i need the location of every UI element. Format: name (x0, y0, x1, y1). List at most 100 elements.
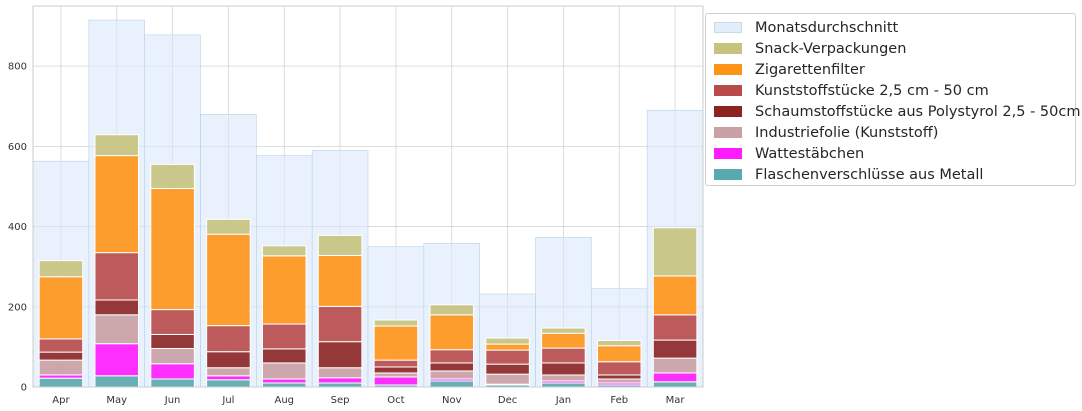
bar-segment-4-sep (317, 305, 363, 343)
bar-segment-5-oct (373, 325, 419, 361)
legend-swatch (714, 148, 742, 159)
bar-segment-3-aug (261, 348, 307, 364)
bar-segment-4-mar (652, 314, 698, 341)
bar-segment-3-jan (541, 362, 586, 376)
bar-segment-6-jul (206, 218, 251, 235)
bar-segment-2-oct (373, 372, 419, 378)
x-tick-label: May (106, 395, 127, 406)
legend: Monatsdurchschnitt Snack-Verpackungen Ziga… (705, 13, 1080, 186)
bar-segment-3-oct (373, 366, 419, 374)
bar-segment-3-apr (38, 351, 84, 361)
legend-label: Kunststoffstücke 2,5 cm - 50 cm (755, 82, 989, 99)
axes: 0 200 400 600 800 Apr May Jun Jul Aug Sep Oct Nov Dec… (8, 5, 704, 406)
x-tick-label: Jan (555, 395, 571, 406)
bar-segment-4-apr (38, 338, 84, 353)
bar-segment-6-jan (541, 327, 586, 334)
bar-segment-0-jan (541, 382, 586, 388)
bar-segment-3-may (94, 299, 140, 316)
legend-label: Flaschenverschlüsse aus Metall (755, 166, 984, 183)
legend-swatch (714, 64, 742, 75)
bar-segment-5-apr (38, 276, 84, 340)
bar-segment-2-apr (38, 359, 84, 376)
legend-swatch (714, 106, 742, 117)
plot-frame (32, 5, 704, 388)
bar-segment-4-jul (206, 325, 251, 353)
bar-segment-5-jun (150, 187, 195, 311)
bar-segment-3-sep (317, 341, 363, 369)
bar-segment-5-dec (485, 343, 530, 351)
bar-segment-4-aug (261, 323, 307, 350)
bar-segment-5-sep (317, 254, 363, 307)
bar-segment-2-sep (317, 367, 363, 379)
bar-segment-5-jan (541, 332, 586, 349)
bar-segment-0-may (94, 375, 140, 388)
bar-segment-4-nov (429, 349, 475, 364)
bar-segment-0-jun (150, 378, 195, 388)
bar-segment-2-mar (652, 357, 698, 374)
bar-segment-0-sep (317, 382, 363, 388)
bar-segment-3-jul (206, 351, 251, 369)
bar-segment-6-may (94, 134, 140, 157)
bar-segment-6-feb (596, 339, 642, 347)
bar-segment-6-apr (38, 260, 84, 278)
bar-segment-2-jul (206, 367, 251, 377)
bar-segment-2-dec (485, 373, 530, 385)
bar-segment-1-may (94, 343, 140, 377)
legend-item: Zigarettenfilter (714, 59, 1075, 80)
bar-segment-4-feb (596, 361, 642, 376)
legend-label: Schaumstoffstücke aus Polystyrol 2,5 - 5… (755, 103, 1081, 120)
bar-segment-2-aug (261, 362, 307, 380)
legend-swatch (714, 43, 742, 54)
x-tick-label: Nov (442, 395, 462, 406)
x-tick-label: Apr (52, 395, 70, 406)
legend-swatch (714, 169, 742, 180)
bar-segment-3-jun (150, 333, 195, 349)
bar-segment-1-aug (261, 378, 307, 384)
legend-label: Zigarettenfilter (755, 61, 865, 78)
bar-segment-6-jun (150, 163, 195, 189)
legend-item: Schaumstoffstücke aus Polystyrol 2,5 - 5… (714, 101, 1080, 122)
bar-segment-3-mar (652, 339, 698, 359)
bar-segment-3-nov (429, 362, 475, 372)
y-tick-label: 400 (8, 222, 27, 233)
bar-segment-1-sep (317, 377, 363, 384)
bar-segment-1-jun (150, 363, 195, 380)
bar-segment-2-feb (596, 378, 642, 384)
y-tick-label: 0 (21, 383, 27, 394)
bar-segment-4-dec (485, 349, 530, 365)
bar-segment-5-aug (261, 255, 307, 325)
bar-segment-6-oct (373, 319, 419, 327)
bar-segment-1-mar (652, 372, 698, 383)
legend-label: Monatsdurchschnitt (755, 19, 899, 36)
bar-segment-4-oct (373, 359, 419, 368)
legend-item: Wattestäbchen (714, 143, 1075, 164)
bar-segment-6-sep (317, 234, 363, 256)
bar-segment-2-jun (150, 347, 195, 365)
legend-item: Industriefolie (Kunststoff) (714, 122, 1075, 143)
bar-segment-2-jan (541, 374, 586, 382)
bar-segment-5-feb (596, 345, 642, 363)
legend-swatch (714, 85, 742, 96)
legend-label: Industriefolie (Kunststoff) (755, 124, 939, 141)
bar-segment-6-dec (485, 337, 530, 345)
bar-segment-1-oct (373, 376, 419, 386)
bar-segment-6-nov (429, 304, 475, 316)
x-tick-label: Dec (498, 395, 517, 406)
bar-segment-5-may (94, 155, 140, 254)
legend-label: Wattestäbchen (755, 145, 865, 162)
stacked-bars (38, 134, 698, 388)
bar-segment-2-may (94, 314, 140, 345)
bar-segment-3-feb (596, 374, 642, 380)
bar-segment-5-mar (652, 275, 698, 316)
bar-segment-5-jul (206, 233, 251, 327)
bar-segment-4-jun (150, 309, 195, 335)
bar-segment-3-dec (485, 363, 530, 375)
bar-segment-6-aug (261, 245, 307, 257)
bar-segment-0-aug (261, 382, 307, 388)
y-tick-label: 800 (8, 62, 27, 73)
x-tick-label: Feb (610, 395, 628, 406)
legend-item: Snack-Verpackungen (714, 38, 1075, 59)
bar-segment-0-mar (652, 381, 698, 388)
legend-item: Kunststoffstücke 2,5 cm - 50 cm (714, 80, 1075, 101)
